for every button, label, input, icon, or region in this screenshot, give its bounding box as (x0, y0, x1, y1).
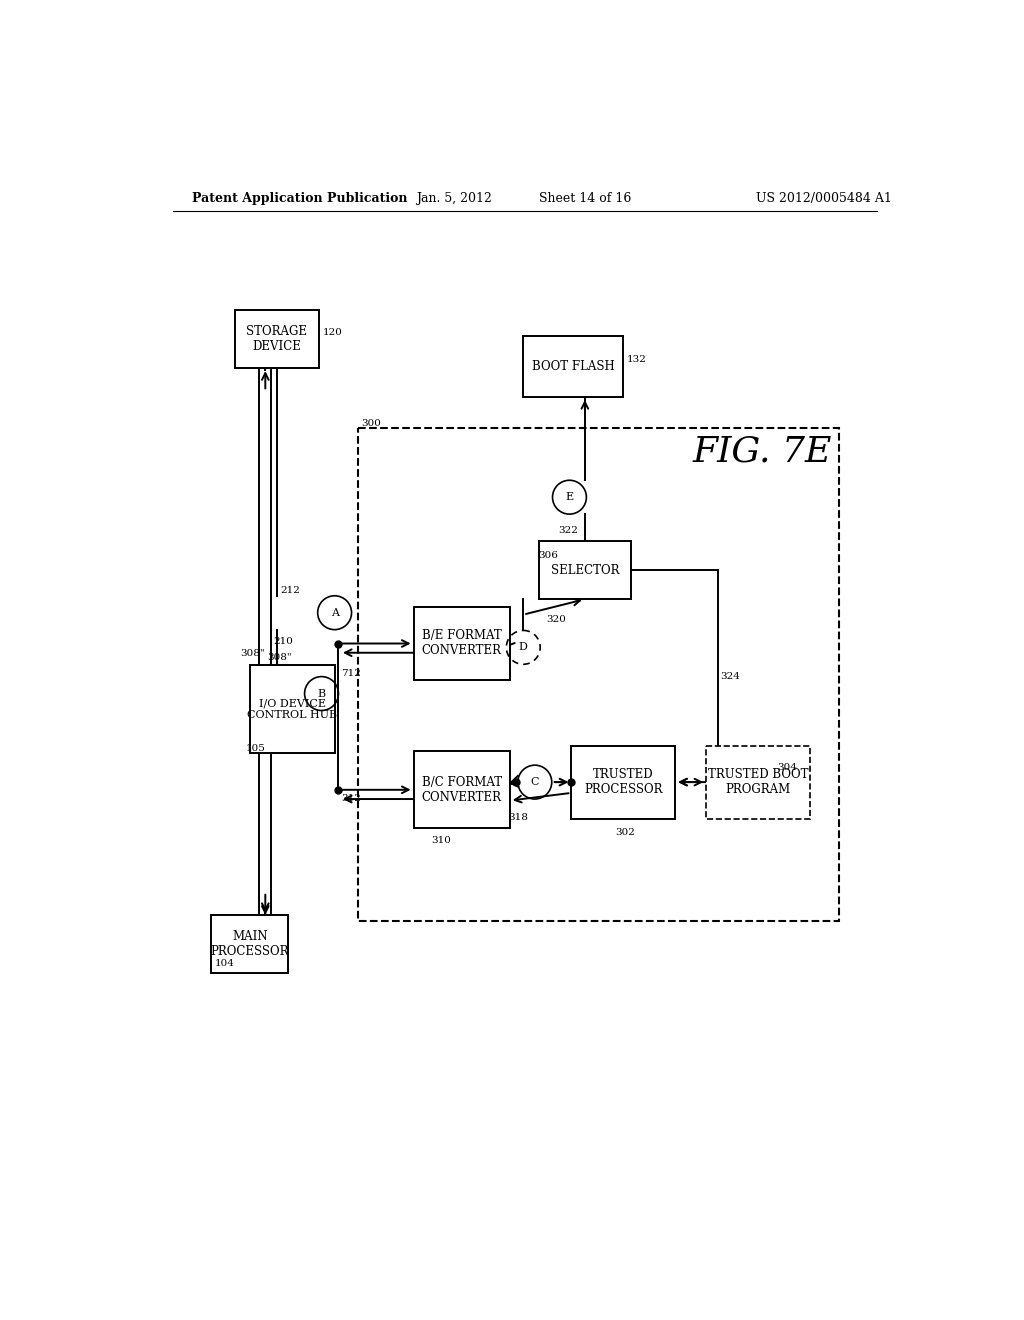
Text: 312: 312 (341, 793, 360, 803)
Text: B/C FORMAT
CONVERTER: B/C FORMAT CONVERTER (422, 776, 502, 804)
Text: 302: 302 (615, 829, 636, 837)
Bar (571, 746, 676, 818)
Text: BOOT FLASH: BOOT FLASH (531, 360, 614, 372)
Text: 308": 308" (267, 653, 292, 663)
Text: I/O DEVICE
CONTROL HUB: I/O DEVICE CONTROL HUB (247, 698, 337, 719)
Text: 210: 210 (273, 638, 294, 645)
Text: 105: 105 (246, 743, 266, 752)
Text: 212: 212 (281, 586, 301, 595)
Text: C: C (530, 777, 539, 787)
Text: 304: 304 (777, 763, 798, 772)
Text: 320: 320 (547, 615, 566, 623)
Text: 308": 308" (240, 649, 264, 659)
Text: TRUSTED
PROCESSOR: TRUSTED PROCESSOR (584, 768, 663, 796)
Text: 104: 104 (215, 960, 236, 968)
Text: 324: 324 (720, 672, 740, 681)
Bar (414, 751, 510, 829)
Bar (234, 310, 319, 368)
Text: FIG. 7E: FIG. 7E (692, 434, 831, 469)
Text: 712: 712 (341, 668, 360, 677)
Text: STORAGE
DEVICE: STORAGE DEVICE (247, 325, 307, 354)
Text: 120: 120 (323, 327, 343, 337)
Text: 132: 132 (628, 355, 647, 364)
Bar (357, 428, 839, 921)
Text: Jan. 5, 2012: Jan. 5, 2012 (416, 191, 492, 205)
Bar (539, 541, 631, 599)
Text: 300: 300 (361, 418, 381, 428)
Text: B: B (317, 689, 326, 698)
Text: B/E FORMAT
CONVERTER: B/E FORMAT CONVERTER (422, 630, 502, 657)
Text: Sheet 14 of 16: Sheet 14 of 16 (539, 191, 631, 205)
Text: A: A (331, 607, 339, 618)
Bar (250, 665, 335, 754)
Text: SELECTOR: SELECTOR (551, 564, 620, 577)
Text: Patent Application Publication: Patent Application Publication (193, 191, 408, 205)
Text: D: D (519, 643, 527, 652)
Text: US 2012/0005484 A1: US 2012/0005484 A1 (756, 191, 892, 205)
Bar (707, 746, 810, 818)
Text: 322: 322 (558, 527, 578, 535)
Text: TRUSTED BOOT
PROGRAM: TRUSTED BOOT PROGRAM (708, 768, 808, 796)
Bar (414, 607, 510, 680)
Text: E: E (565, 492, 573, 502)
Text: 318: 318 (508, 813, 527, 822)
Bar (523, 335, 624, 397)
Text: 310: 310 (431, 836, 451, 845)
Text: MAIN
PROCESSOR: MAIN PROCESSOR (211, 929, 289, 958)
Text: 306: 306 (539, 552, 558, 560)
Bar (211, 915, 289, 973)
